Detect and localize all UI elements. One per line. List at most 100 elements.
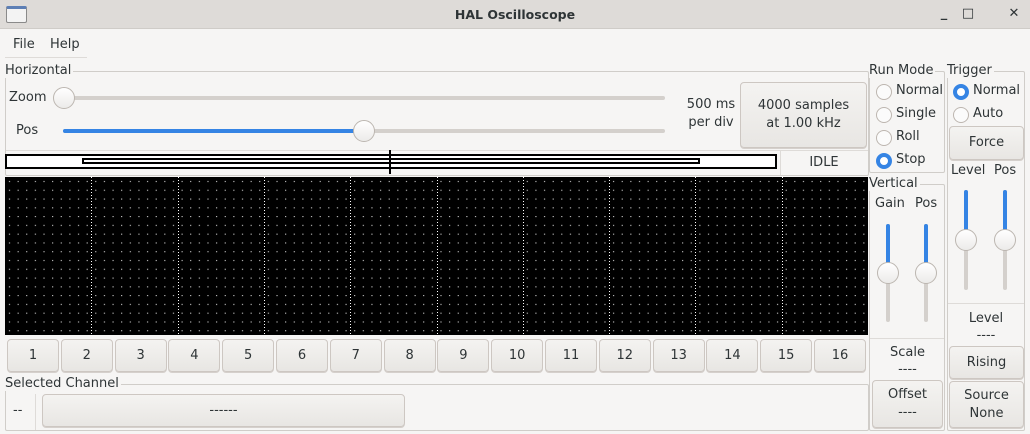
channel-button-9[interactable]: 9 [437, 339, 490, 372]
record-window [82, 158, 700, 164]
channel-button-5[interactable]: 5 [222, 339, 275, 372]
maximize-icon[interactable]: □ [961, 6, 975, 21]
selected-channel-button[interactable]: ------ [42, 394, 405, 427]
offset-button[interactable]: Offset ---- [872, 380, 943, 428]
horizontal-group [5, 71, 869, 176]
channel-number: 8 [405, 347, 414, 363]
channel-button-10[interactable]: 10 [491, 339, 544, 372]
minimize-icon[interactable]: _ [940, 6, 948, 21]
vertical-pos-label: Pos [915, 196, 938, 211]
channel-number: 14 [724, 347, 741, 363]
channel-number: 15 [777, 347, 795, 363]
trigger-mode-option-label[interactable]: Normal [973, 83, 1021, 98]
gain-label: Gain [875, 196, 905, 211]
scope-grid [5, 177, 868, 335]
edge-label: Rising [966, 354, 1007, 370]
channel-button-2[interactable]: 2 [60, 339, 113, 372]
zoom-label: Zoom [9, 90, 47, 105]
offset-value: ---- [898, 405, 917, 420]
sample-rate: at 1.00 kHz [766, 116, 841, 131]
channel-number: 9 [459, 347, 468, 363]
run-mode-label: Run Mode [869, 63, 936, 78]
source-label: Source [964, 387, 1009, 403]
horizontal-pos-slider[interactable] [53, 120, 675, 142]
division-lines [91, 177, 783, 335]
scope-display[interactable] [5, 177, 868, 335]
channel-number: 2 [82, 347, 91, 363]
channel-number: 10 [508, 347, 526, 363]
force-button[interactable]: Force [949, 126, 1024, 160]
run-mode-radio-single[interactable] [876, 107, 892, 123]
selected-channel-group [5, 384, 869, 431]
scale-value: ---- [898, 362, 917, 377]
force-label: Force [968, 135, 1005, 150]
menu-help[interactable]: Help [50, 37, 80, 52]
channel-button-11[interactable]: 11 [545, 339, 597, 372]
trigger-mode-radio-normal[interactable] [953, 84, 969, 100]
channel-button-15[interactable]: 15 [760, 339, 813, 372]
close-icon[interactable]: ✕ [1008, 6, 1020, 21]
trigger-source-button[interactable]: Source None [949, 381, 1024, 428]
zoom-slider[interactable] [53, 87, 675, 109]
channel-button-4[interactable]: 4 [168, 339, 221, 372]
channel-number: 13 [670, 347, 687, 363]
status-label: IDLE [809, 155, 839, 170]
channel-number: 7 [351, 347, 360, 363]
pos-label: Pos [16, 123, 39, 138]
run-mode-radio-normal[interactable] [876, 84, 892, 100]
channel-button-1[interactable]: 1 [7, 339, 59, 372]
record-position-bar[interactable] [5, 154, 777, 169]
channel-button-14[interactable]: 14 [706, 339, 759, 372]
level-readout-value: ---- [976, 328, 996, 343]
channel-number: 16 [831, 347, 849, 363]
channel-button-13[interactable]: 13 [652, 339, 705, 372]
channel-number: 4 [190, 347, 199, 363]
per-div-label: per div [688, 115, 734, 130]
samples-count: 4000 samples [757, 98, 850, 113]
samples-button[interactable]: 4000 samples at 1.00 kHz [740, 82, 867, 148]
selected-channel-number: -- [13, 403, 23, 418]
title-bar: HAL Oscilloscope _ □ ✕ [0, 0, 1030, 29]
run-mode-radio-roll[interactable] [876, 130, 892, 146]
channel-button-3[interactable]: 3 [114, 339, 167, 372]
scale-label: Scale [890, 345, 925, 360]
channel-button-12[interactable]: 12 [598, 339, 651, 372]
channel-number: 3 [136, 347, 145, 363]
menu-divider [5, 57, 87, 58]
gain-slider[interactable] [877, 222, 899, 324]
trigger-mode-radio-auto[interactable] [953, 107, 969, 123]
window-title: HAL Oscilloscope [454, 7, 576, 22]
selected-channel-name: ------ [209, 402, 238, 418]
run-mode-option-label[interactable]: Normal [896, 83, 944, 98]
selected-channel-label: Selected Channel [5, 376, 121, 391]
time-per-div: 500 ms [686, 97, 736, 112]
trigger-pos-slider[interactable] [994, 188, 1016, 292]
run-mode-option-label[interactable]: Roll [896, 129, 920, 144]
trigger-position-marker [389, 150, 391, 174]
slider-handle[interactable] [955, 229, 977, 251]
horizontal-label: Horizontal [5, 63, 74, 78]
vertical-pos-slider[interactable] [915, 222, 937, 324]
channel-number: 1 [28, 347, 38, 363]
run-mode-option-label[interactable]: Single [896, 106, 936, 121]
channel-button-8[interactable]: 8 [383, 339, 436, 372]
channel-number: 11 [562, 347, 580, 363]
channel-number: 12 [616, 347, 634, 363]
channel-button-6[interactable]: 6 [276, 339, 328, 372]
trigger-label: Trigger [947, 63, 994, 78]
source-value: None [969, 405, 1004, 421]
channel-button-7[interactable]: 7 [329, 339, 382, 372]
trigger-edge-button[interactable]: Rising [949, 346, 1024, 379]
slider-handle[interactable] [877, 262, 899, 284]
channel-number: 5 [244, 347, 253, 363]
channel-number: 6 [297, 347, 307, 363]
trigger-mode-option-label[interactable]: Auto [973, 106, 1004, 121]
run-mode-option-label[interactable]: Stop [896, 152, 926, 167]
trigger-level-slider[interactable] [955, 188, 977, 292]
slider-handle[interactable] [915, 262, 937, 284]
channel-button-16[interactable]: 16 [814, 339, 866, 372]
vertical-label: Vertical [869, 176, 920, 191]
run-mode-radio-stop[interactable] [876, 153, 892, 169]
menu-file[interactable]: File [13, 37, 35, 52]
slider-handle[interactable] [994, 229, 1016, 251]
